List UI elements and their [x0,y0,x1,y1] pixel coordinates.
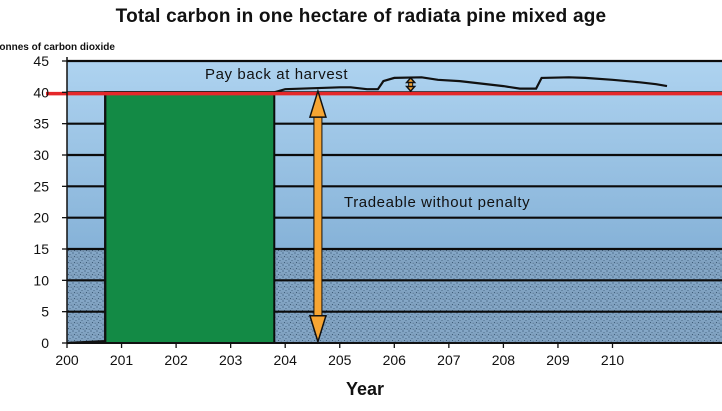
x-tick-label-200: 200 [55,352,79,368]
carbon-line [66,76,668,345]
y-tick-label-0: 0 [41,335,49,351]
x-tick-label-203: 203 [219,352,243,368]
y-tick-label-25: 25 [33,178,49,194]
y-tick-label-20: 20 [33,210,49,226]
x-tick-label-205: 205 [328,352,352,368]
annotation-pay-back: Pay back at harvest [205,66,348,83]
x-axis-label: Year [345,379,385,399]
y-tick-label-10: 10 [33,272,49,288]
y-tick-label-35: 35 [33,116,49,132]
x-tick-label-209: 209 [546,352,570,368]
x-tick-label-204: 204 [274,352,298,368]
x-tick-label-208: 208 [492,352,516,368]
x-tick-label-207: 207 [437,352,461,368]
y-tick-label-15: 15 [33,241,49,257]
y-tick-label-40: 40 [33,84,49,100]
y-tick-label-5: 5 [41,304,49,320]
green-bar [104,91,276,345]
y-axis-label: Tonnes of carbon dioxide [0,42,115,53]
x-tick-label-202: 202 [164,352,188,368]
y-tick-label-30: 30 [33,147,49,163]
chart-title: Total carbon in one hectare of radiata p… [115,6,607,27]
double-arrow-2 [405,76,417,93]
double-arrow-1 [308,88,327,345]
x-tick-label-201: 201 [110,352,134,368]
x-tick-label-206: 206 [383,352,407,368]
x-tick-label-210: 210 [601,352,625,368]
y-tick-label-45: 45 [33,53,49,69]
annotation-tradeable: Tradeable without penalty [344,194,530,211]
